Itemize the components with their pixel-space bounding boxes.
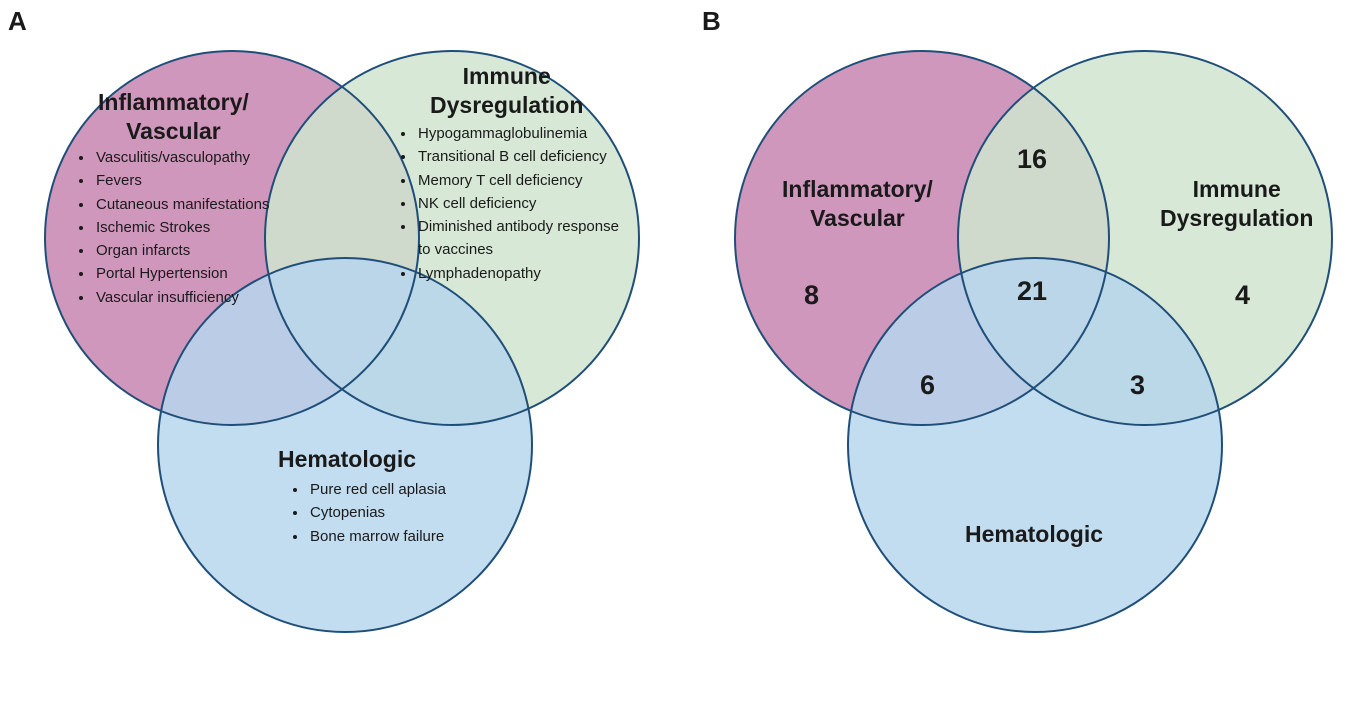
panel-b-venn: [700, 0, 1359, 712]
panel-a-immune-title: Immune Dysregulation: [430, 62, 583, 120]
panel-a-inflammatory-bullet: Vascular insufficiency: [94, 286, 276, 309]
panel-b-value-pink_green: 16: [1017, 144, 1047, 175]
panel-a-inflammatory-bullets: Vasculitis/vasculopathyFeversCutaneous m…: [76, 146, 276, 309]
panel-a-inflammatory-bullet: Cutaneous manifestations: [94, 193, 276, 216]
panel-a-immune-bullet: NK cell deficiency: [416, 192, 628, 215]
panel-a-immune-bullet: Memory T cell deficiency: [416, 169, 628, 192]
panel-b-value-pink_blue: 6: [920, 370, 935, 401]
panel-b-value-green_blue: 3: [1130, 370, 1145, 401]
panel-a-immune-bullet: Hypogammaglobulinemia: [416, 122, 628, 145]
panel-a-inflammatory-bullet: Portal Hypertension: [94, 262, 276, 285]
panel-b-value-green_only: 4: [1235, 280, 1250, 311]
panel-b-value-center: 21: [1017, 276, 1047, 307]
panel-a-immune-bullet: Transitional B cell deficiency: [416, 145, 628, 168]
panel-a-inflammatory-bullet: Organ infarcts: [94, 239, 276, 262]
panel-a-hematologic-bullet: Pure red cell aplasia: [308, 478, 510, 501]
panel-a-hematologic-bullets: Pure red cell aplasiaCytopeniasBone marr…: [290, 478, 510, 548]
panel-b-inflammatory-title: Inflammatory/ Vascular: [782, 175, 933, 233]
panel-a-inflammatory-bullet: Ischemic Strokes: [94, 216, 276, 239]
panel-b-hematologic-title: Hematologic: [965, 520, 1103, 549]
panel-a-hematologic-bullet: Bone marrow failure: [308, 525, 510, 548]
panel-b-value-pink_only: 8: [804, 280, 819, 311]
panel-b-immune-title: Immune Dysregulation: [1160, 175, 1313, 233]
panel-a-hematologic-title: Hematologic: [278, 445, 416, 474]
panel-a-hematologic-bullet: Cytopenias: [308, 501, 510, 524]
panel-a-immune-bullet: Lymphadenopathy: [416, 262, 628, 285]
panel-a-inflammatory-bullet: Vasculitis/vasculopathy: [94, 146, 276, 169]
panel-a-inflammatory-bullet: Fevers: [94, 169, 276, 192]
panel-a-immune-bullet: Diminished antibody response to vaccines: [416, 215, 628, 262]
panel-b-blue-circle: [848, 258, 1222, 632]
panel-a-immune-bullets: HypogammaglobulinemiaTransitional B cell…: [398, 122, 628, 285]
panel-a-inflammatory-title: Inflammatory/ Vascular: [98, 88, 249, 146]
